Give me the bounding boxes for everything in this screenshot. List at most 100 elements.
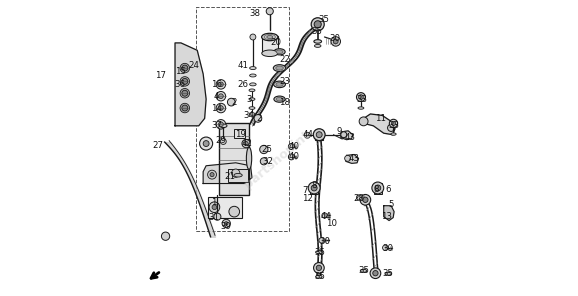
Circle shape bbox=[341, 132, 347, 138]
Circle shape bbox=[182, 90, 188, 96]
Circle shape bbox=[266, 8, 273, 15]
Ellipse shape bbox=[262, 50, 278, 57]
Bar bbox=[262, 36, 278, 53]
Circle shape bbox=[216, 120, 225, 129]
Text: 43: 43 bbox=[344, 133, 355, 142]
Circle shape bbox=[210, 173, 214, 177]
Circle shape bbox=[224, 222, 228, 225]
Circle shape bbox=[311, 18, 324, 31]
Circle shape bbox=[390, 119, 398, 128]
Text: 35: 35 bbox=[358, 266, 369, 275]
Circle shape bbox=[314, 263, 324, 273]
Text: 35: 35 bbox=[314, 272, 325, 281]
Text: 17: 17 bbox=[155, 71, 166, 80]
Text: 18: 18 bbox=[279, 98, 290, 107]
Text: 36: 36 bbox=[175, 80, 186, 89]
Bar bbox=[228, 169, 247, 182]
Ellipse shape bbox=[276, 50, 283, 54]
Text: 14: 14 bbox=[211, 104, 222, 112]
Ellipse shape bbox=[274, 96, 285, 102]
Text: 25: 25 bbox=[261, 145, 272, 154]
Circle shape bbox=[316, 132, 322, 138]
Bar bbox=[234, 129, 244, 138]
Circle shape bbox=[161, 232, 170, 240]
Ellipse shape bbox=[246, 147, 251, 169]
Bar bbox=[220, 123, 249, 195]
Circle shape bbox=[313, 129, 325, 141]
Text: 10: 10 bbox=[327, 219, 338, 228]
Text: 24: 24 bbox=[188, 61, 199, 70]
Ellipse shape bbox=[276, 97, 283, 101]
Ellipse shape bbox=[220, 124, 227, 128]
Polygon shape bbox=[175, 43, 206, 126]
Text: 33: 33 bbox=[356, 95, 367, 104]
Text: 8: 8 bbox=[312, 181, 317, 189]
Ellipse shape bbox=[314, 44, 321, 47]
Text: 32: 32 bbox=[263, 157, 274, 166]
Text: 16: 16 bbox=[211, 80, 222, 89]
Ellipse shape bbox=[249, 113, 255, 115]
Circle shape bbox=[254, 115, 262, 122]
Circle shape bbox=[180, 103, 190, 113]
Text: 27: 27 bbox=[153, 141, 164, 149]
Text: 11: 11 bbox=[375, 114, 386, 123]
Ellipse shape bbox=[316, 251, 322, 254]
Text: 28: 28 bbox=[353, 194, 364, 203]
Circle shape bbox=[357, 195, 362, 200]
Text: 20: 20 bbox=[270, 38, 281, 47]
Circle shape bbox=[344, 155, 351, 161]
Text: 2: 2 bbox=[232, 98, 237, 107]
Ellipse shape bbox=[385, 272, 391, 275]
Text: 7: 7 bbox=[302, 186, 308, 195]
Circle shape bbox=[209, 202, 220, 213]
Bar bbox=[374, 183, 381, 194]
Circle shape bbox=[218, 82, 223, 87]
Text: 2: 2 bbox=[257, 114, 262, 123]
Circle shape bbox=[218, 122, 223, 127]
Circle shape bbox=[316, 265, 321, 271]
Circle shape bbox=[222, 219, 231, 228]
Circle shape bbox=[308, 182, 320, 194]
Circle shape bbox=[360, 194, 370, 205]
Ellipse shape bbox=[262, 33, 278, 41]
Text: 23: 23 bbox=[279, 77, 290, 86]
Ellipse shape bbox=[391, 133, 396, 135]
Circle shape bbox=[340, 132, 346, 138]
Text: 35: 35 bbox=[314, 248, 325, 257]
Text: 21: 21 bbox=[224, 172, 235, 181]
Text: 44: 44 bbox=[303, 130, 314, 139]
Text: 4: 4 bbox=[214, 92, 219, 101]
Circle shape bbox=[370, 268, 381, 279]
Circle shape bbox=[288, 144, 294, 149]
Polygon shape bbox=[361, 114, 395, 135]
Text: 30: 30 bbox=[319, 237, 330, 246]
Ellipse shape bbox=[264, 34, 275, 40]
Circle shape bbox=[216, 103, 225, 113]
Polygon shape bbox=[384, 206, 394, 221]
Circle shape bbox=[180, 89, 190, 98]
Text: 37: 37 bbox=[211, 121, 222, 130]
Circle shape bbox=[383, 245, 388, 250]
Text: 35: 35 bbox=[312, 27, 323, 36]
Text: 35: 35 bbox=[383, 269, 394, 278]
Circle shape bbox=[358, 95, 364, 99]
Text: 42: 42 bbox=[242, 139, 253, 148]
Circle shape bbox=[182, 78, 188, 84]
Text: 30: 30 bbox=[383, 244, 394, 253]
Ellipse shape bbox=[249, 107, 255, 110]
Polygon shape bbox=[341, 131, 353, 140]
Text: 29: 29 bbox=[216, 136, 227, 145]
Text: 31: 31 bbox=[208, 213, 219, 222]
Circle shape bbox=[372, 182, 384, 194]
Text: 19: 19 bbox=[235, 130, 246, 139]
Circle shape bbox=[260, 158, 268, 165]
Text: 34: 34 bbox=[243, 111, 254, 120]
Text: 43: 43 bbox=[349, 154, 360, 163]
Circle shape bbox=[260, 145, 268, 154]
Ellipse shape bbox=[250, 83, 256, 86]
Circle shape bbox=[250, 34, 256, 40]
Text: 41: 41 bbox=[238, 61, 249, 70]
Circle shape bbox=[182, 105, 188, 111]
Circle shape bbox=[314, 21, 321, 28]
Circle shape bbox=[216, 80, 225, 89]
